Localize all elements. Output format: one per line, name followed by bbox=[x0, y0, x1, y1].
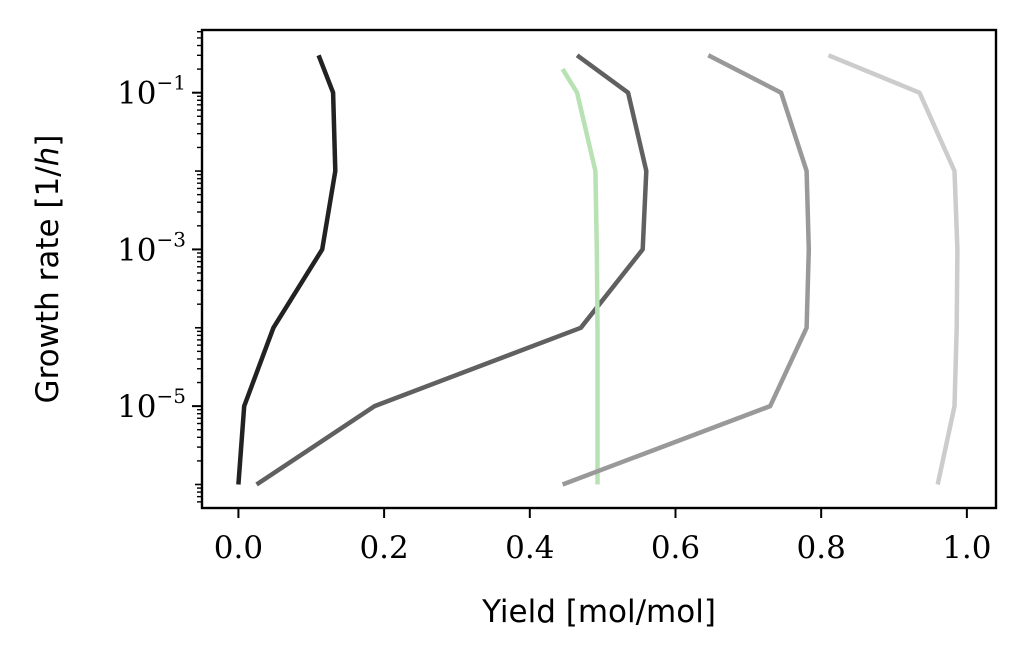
y-tick-label: 10−5 bbox=[117, 384, 186, 425]
x-tick-label: 0.4 bbox=[505, 530, 554, 566]
x-tick-label: 0.6 bbox=[651, 530, 700, 566]
ticks-layer: 0.0 0.2 0.4 0.6 0.8 1.0 10−1 10−3 10−5 bbox=[117, 31, 992, 566]
y-axis-label-italic: h bbox=[30, 147, 66, 167]
x-tick-label: 1.0 bbox=[942, 530, 991, 566]
series-line-1 bbox=[236, 54, 338, 485]
y-axis-label: Growth rate [1/h] bbox=[30, 135, 66, 404]
x-tick-label: 0.8 bbox=[797, 530, 846, 566]
series-line-5 bbox=[827, 53, 960, 485]
x-axis-label: Yield [mol/mol] bbox=[481, 594, 716, 630]
y-axis-label-prefix: Growth rate [1/ bbox=[30, 166, 66, 404]
y-axis-label-suffix: ] bbox=[30, 135, 66, 147]
plot-frame bbox=[200, 28, 998, 510]
y-tick-label: 10−1 bbox=[117, 71, 186, 112]
series-line-2 bbox=[255, 53, 649, 487]
series-line-4 bbox=[561, 53, 812, 487]
series-layer bbox=[236, 53, 960, 487]
x-tick-label: 0.2 bbox=[359, 530, 408, 566]
series-line-3 bbox=[560, 67, 600, 485]
y-tick-label: 10−3 bbox=[117, 227, 186, 268]
x-tick-label: 0.0 bbox=[214, 530, 263, 566]
